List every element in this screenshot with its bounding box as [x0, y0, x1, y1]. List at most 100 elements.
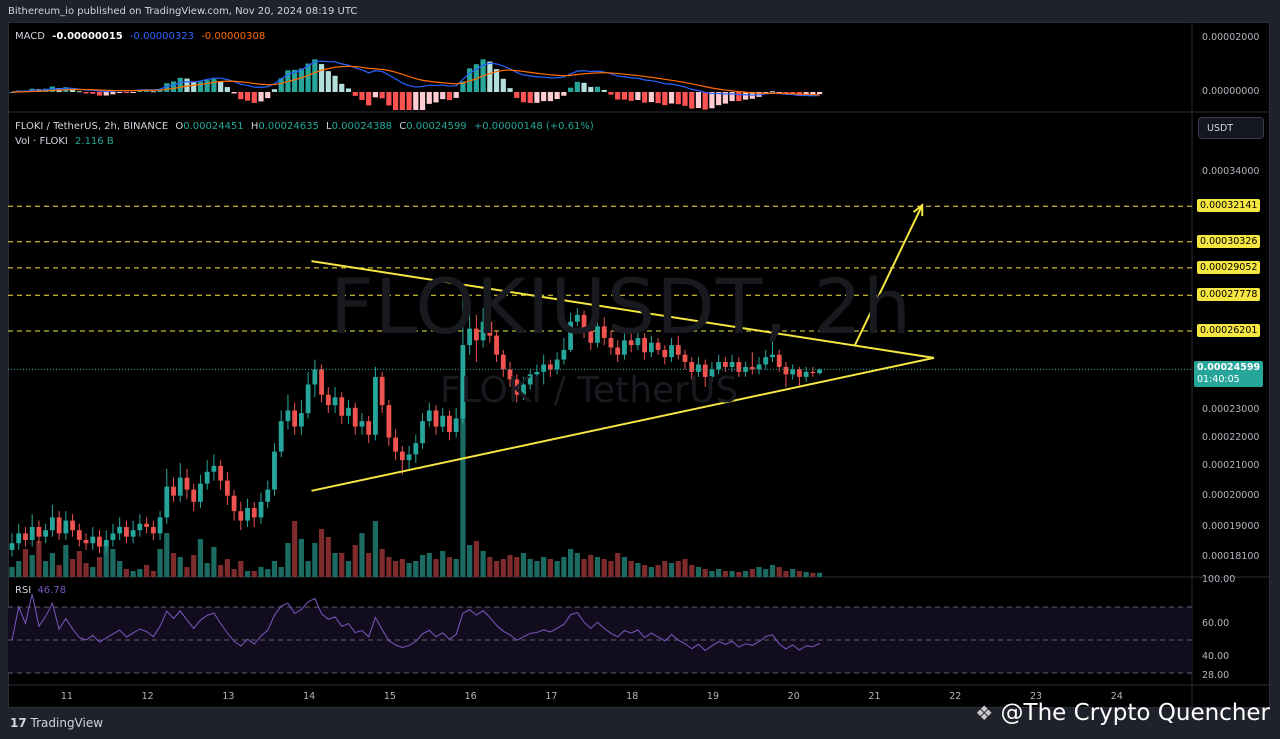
candle-body[interactable] [292, 410, 298, 427]
candle-body[interactable] [702, 364, 708, 377]
candle-body[interactable] [574, 314, 580, 322]
symbol-legend[interactable]: FLOKI / TetherUS, 2h, BINANCE O0.0002445… [15, 121, 594, 132]
candle-body[interactable] [305, 384, 311, 414]
candle-body[interactable] [386, 405, 392, 438]
candle-body[interactable] [97, 536, 102, 547]
candle-body[interactable] [770, 354, 775, 358]
candle-body[interactable] [43, 530, 49, 537]
candle-body[interactable] [601, 326, 607, 338]
candle-body[interactable] [790, 369, 796, 375]
candle-body[interactable] [63, 520, 69, 534]
candle-body[interactable] [453, 418, 459, 433]
candle-body[interactable] [635, 337, 641, 346]
candle-body[interactable] [285, 410, 291, 422]
candle-body[interactable] [238, 511, 244, 521]
candle-body[interactable] [473, 328, 479, 341]
currency-button[interactable]: USDT [1198, 117, 1264, 139]
candle-body[interactable] [527, 374, 533, 385]
candle-body[interactable] [211, 465, 217, 472]
candle-body[interactable] [803, 371, 809, 377]
candle-body[interactable] [797, 369, 802, 377]
candle-body[interactable] [130, 530, 136, 537]
candle-body[interactable] [83, 539, 89, 544]
candle-body[interactable] [696, 364, 701, 372]
candle-body[interactable] [298, 413, 304, 427]
candle-body[interactable] [810, 371, 816, 374]
candle-body[interactable] [191, 489, 197, 502]
candle-body[interactable] [245, 508, 250, 521]
candle-body[interactable] [171, 486, 176, 496]
candle-body[interactable] [56, 517, 62, 534]
candle-body[interactable] [514, 379, 520, 395]
candle-body[interactable] [669, 345, 674, 358]
candle-body[interactable] [144, 523, 149, 527]
candle-body[interactable] [554, 359, 560, 370]
candle-body[interactable] [312, 369, 318, 385]
candle-body[interactable] [689, 362, 695, 372]
candle-body[interactable] [265, 489, 271, 502]
candle-body[interactable] [736, 362, 742, 372]
candle-body[interactable] [776, 354, 782, 367]
rsi-legend[interactable]: RSI 46.78 [15, 585, 66, 596]
candle-body[interactable] [359, 421, 365, 427]
candle-body[interactable] [352, 407, 358, 427]
candle-body[interactable] [743, 366, 748, 372]
candle-body[interactable] [716, 362, 722, 370]
candle-body[interactable] [763, 357, 769, 365]
candle-body[interactable] [500, 354, 506, 370]
candle-body[interactable] [561, 349, 567, 360]
candle-body[interactable] [117, 526, 123, 534]
candle-body[interactable] [541, 364, 547, 372]
candle-body[interactable] [164, 486, 170, 518]
candle-body[interactable] [258, 501, 264, 518]
candle-body[interactable] [393, 437, 399, 452]
candle-body[interactable] [218, 465, 224, 481]
candle-body[interactable] [460, 345, 466, 419]
candle-body[interactable] [480, 321, 486, 341]
candle-body[interactable] [749, 366, 755, 370]
volume-legend[interactable]: Vol · FLOKI 2.116 B [15, 136, 114, 147]
candle-body[interactable] [729, 362, 735, 367]
candle-body[interactable] [756, 364, 762, 370]
candle-body[interactable] [709, 369, 715, 377]
candle-body[interactable] [487, 321, 493, 336]
candle-body[interactable] [150, 526, 156, 534]
candle-body[interactable] [420, 421, 425, 444]
candle-body[interactable] [675, 345, 681, 355]
candle-body[interactable] [177, 477, 183, 496]
candle-body[interactable] [642, 337, 648, 353]
candle-body[interactable] [49, 517, 55, 531]
triangle-trendline[interactable] [311, 260, 935, 359]
candle-body[interactable] [494, 335, 499, 355]
candle-body[interactable] [278, 421, 284, 452]
candle-body[interactable] [251, 508, 257, 518]
candle-body[interactable] [70, 520, 75, 531]
candle-body[interactable] [548, 364, 553, 370]
candle-body[interactable] [224, 480, 230, 496]
candle-body[interactable] [588, 330, 594, 343]
candle-body[interactable] [319, 369, 324, 395]
candle-body[interactable] [124, 526, 129, 537]
candle-body[interactable] [595, 326, 600, 343]
candle-body[interactable] [426, 410, 432, 422]
candle-body[interactable] [433, 410, 439, 427]
candle-body[interactable] [783, 366, 789, 375]
candle-body[interactable] [325, 394, 331, 406]
macd-legend[interactable]: MACD -0.00000015 -0.00000323 -0.00000308 [15, 31, 265, 42]
candle-body[interactable] [615, 347, 621, 355]
candle-body[interactable] [373, 376, 378, 435]
candle-body[interactable] [648, 342, 654, 353]
candle-body[interactable] [521, 384, 526, 395]
candle-body[interactable] [23, 533, 28, 540]
candle-body[interactable] [9, 543, 15, 550]
candle-body[interactable] [198, 483, 203, 502]
candle-body[interactable] [413, 443, 419, 455]
candle-body[interactable] [137, 523, 143, 531]
candle-body[interactable] [366, 421, 372, 435]
candle-body[interactable] [231, 495, 237, 512]
candle-body[interactable] [406, 454, 412, 461]
candle-body[interactable] [76, 530, 82, 540]
candle-body[interactable] [507, 369, 513, 380]
candle-body[interactable] [722, 362, 728, 367]
